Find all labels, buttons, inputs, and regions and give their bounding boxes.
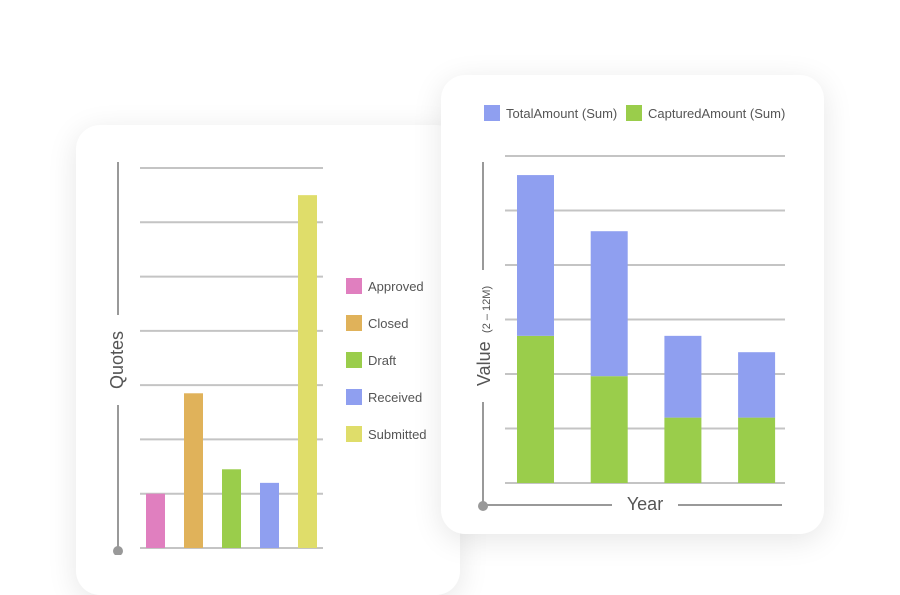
legend-swatch-received — [346, 389, 362, 405]
legend-swatch-submitted — [346, 426, 362, 442]
legend-label-capturedamount: CapturedAmount (Sum) — [648, 106, 785, 121]
quotes-chart: Quotes Approved Closed Draft Received Submit… — [107, 162, 427, 555]
bar-received — [260, 482, 279, 548]
legend-label-approved: Approved — [368, 279, 424, 294]
bar-submitted — [298, 195, 317, 548]
legend-swatch-totalamount — [484, 105, 500, 121]
legend-label-totalamount: TotalAmount (Sum) — [506, 106, 617, 121]
x-axis-label: Year — [627, 494, 663, 514]
y-axis-label: Quotes — [107, 331, 127, 389]
legend-swatch-closed — [346, 315, 362, 331]
bar-draft — [222, 469, 241, 548]
bar-closed — [184, 393, 203, 548]
legend-swatch-capturedamount — [626, 105, 642, 121]
charts-canvas: Quotes Approved Closed Draft Received Submit… — [107, 105, 785, 555]
legend-label-received: Received — [368, 390, 422, 405]
bar-totalamount-4 — [738, 352, 776, 418]
bar-capturedamount-1 — [517, 335, 554, 483]
bar-totalamount-1 — [517, 175, 554, 336]
y-axis-range: (2 – 12M) — [481, 286, 493, 333]
bar-totalamount-3 — [664, 335, 702, 418]
bar-capturedamount-2 — [590, 376, 628, 483]
legend-swatch-draft — [346, 352, 362, 368]
legend-label-closed: Closed — [368, 316, 408, 331]
bar-approved — [146, 493, 165, 548]
bar-capturedamount-3 — [664, 417, 702, 483]
y-axis-label-group: Value (2 – 12M) — [474, 286, 494, 386]
bar-totalamount-2 — [590, 231, 628, 377]
amount-chart: TotalAmount (Sum) CapturedAmount (Sum) Ye… — [474, 105, 785, 514]
legend-label-draft: Draft — [368, 353, 397, 368]
legend-label-submitted: Submitted — [368, 427, 427, 442]
axis-origin-dot — [113, 546, 123, 555]
y-axis-label: Value — [474, 341, 494, 386]
bar-capturedamount-4 — [738, 417, 776, 483]
legend-swatch-approved — [346, 278, 362, 294]
